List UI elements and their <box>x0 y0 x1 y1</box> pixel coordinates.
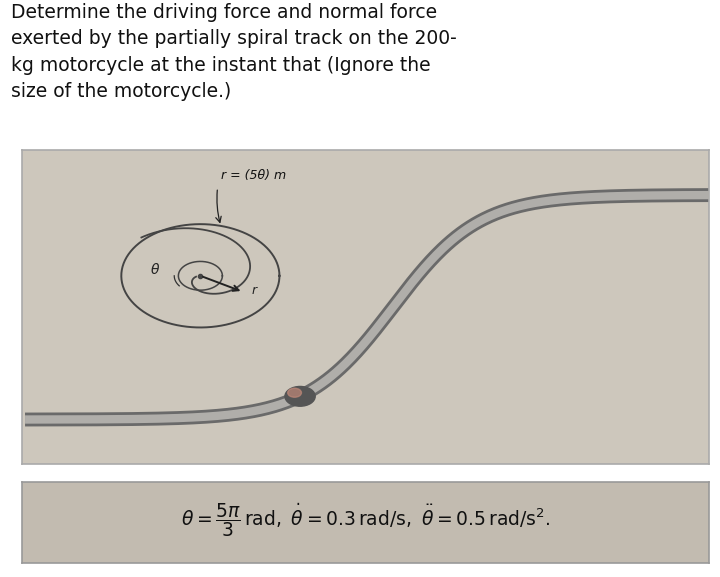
Text: r = (5θ) m: r = (5θ) m <box>221 169 286 182</box>
Text: $\theta = \dfrac{5\pi}{3}\,\mathrm{rad},\ \dot{\theta}{=}0.3\,\mathrm{rad/s},\ \: $\theta = \dfrac{5\pi}{3}\,\mathrm{rad},… <box>181 501 550 539</box>
Circle shape <box>288 388 302 397</box>
Text: r: r <box>251 284 256 297</box>
Circle shape <box>285 387 315 406</box>
Text: Determine the driving force and normal force
exerted by the partially spiral tra: Determine the driving force and normal f… <box>11 3 456 102</box>
Text: θ: θ <box>151 263 159 276</box>
